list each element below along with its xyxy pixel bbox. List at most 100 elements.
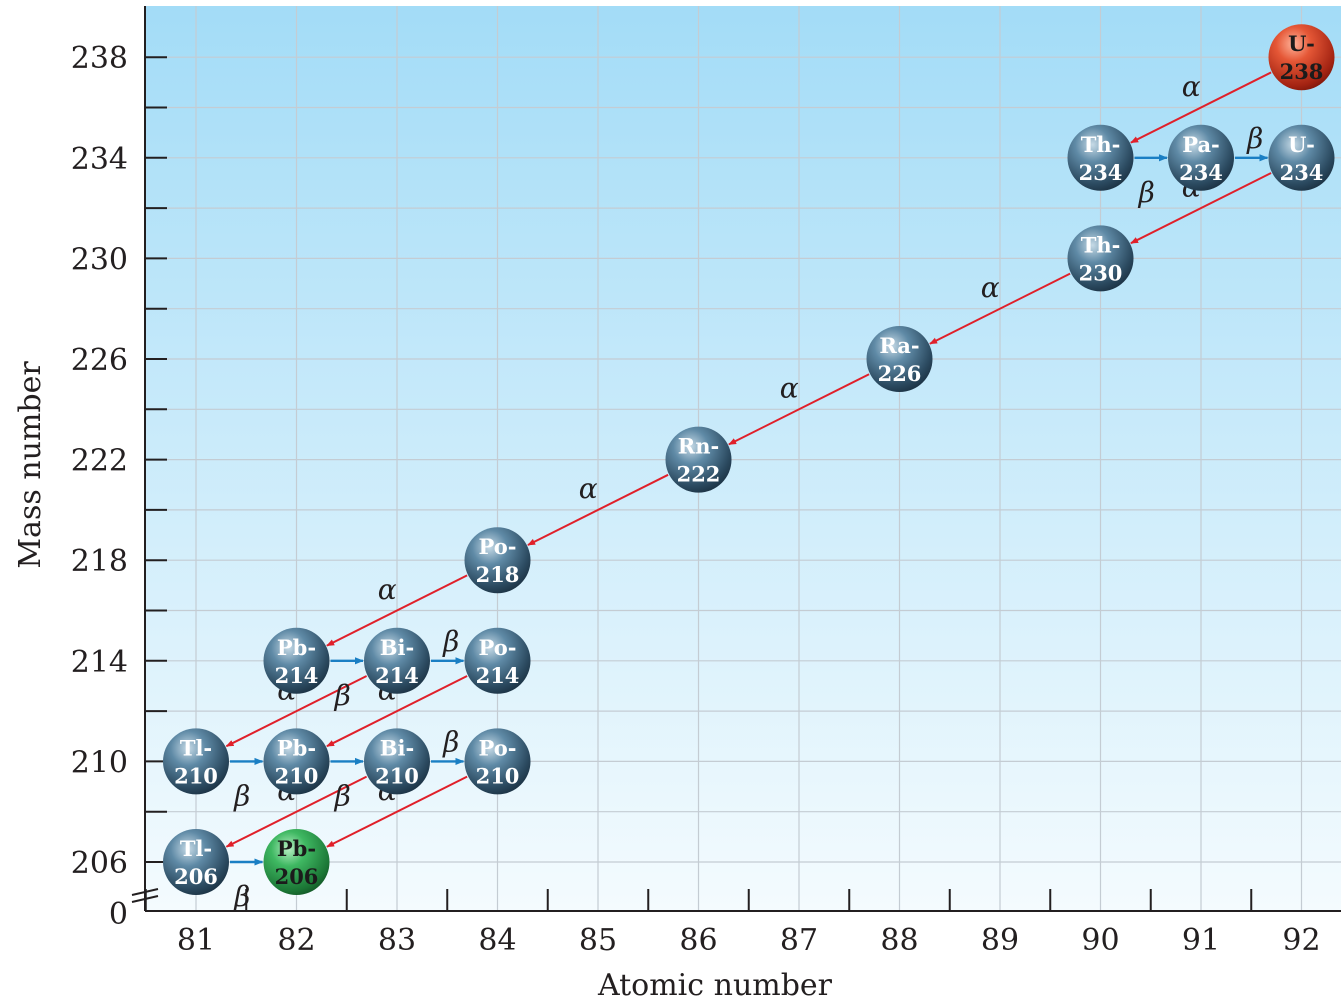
nuclide-symbol: Bi-	[380, 735, 414, 760]
decay-labels: αββαααααββααβββααβ	[233, 70, 1263, 913]
x-tick-label: 84	[478, 923, 516, 958]
nuclide-mass: 226	[878, 361, 922, 386]
alpha-label: α	[378, 573, 397, 606]
y-tick-label-zero: 0	[109, 897, 128, 932]
nuclide-mass: 214	[476, 663, 520, 688]
x-tick-label: 89	[981, 923, 1019, 958]
nuclide-sphere	[163, 728, 229, 795]
alpha-label: α	[579, 472, 598, 505]
nuclide-symbol: Pa-	[1182, 132, 1220, 157]
nuclide-symbol: U-	[1288, 132, 1315, 157]
nuclide-u238: U- 238	[1268, 24, 1335, 91]
nuclide-sphere	[1067, 124, 1134, 191]
nuclide-mass: 206	[174, 864, 218, 889]
alpha-label: α	[981, 271, 1000, 304]
nuclide-mass: 234	[1280, 160, 1324, 185]
y-tick-label: 206	[71, 846, 128, 881]
nuclide-th230: Th- 230	[1067, 225, 1134, 292]
alpha-label: α	[1182, 70, 1201, 103]
nuclide-th234: Th- 234	[1067, 124, 1134, 191]
nuclide-symbol: Po-	[479, 534, 517, 559]
x-tick-label: 81	[177, 923, 215, 958]
x-tick-labels: 81 82 83 84 85 86 87 88 89 90 91 92	[177, 923, 1321, 958]
alpha-decay-arrow	[225, 775, 368, 848]
x-tick-label: 92	[1282, 923, 1320, 958]
x-axis-title: Atomic number	[597, 968, 833, 1003]
alpha-decay-arrow	[326, 775, 468, 848]
nuclide-pa234: Pa- 234	[1168, 124, 1234, 191]
decay-arrows	[225, 71, 1272, 866]
nuclide-sphere	[866, 326, 933, 392]
nuclide-ra226: Ra- 226	[866, 326, 933, 392]
nuclide-symbol: Ra-	[879, 333, 919, 358]
nuclide-mass: 230	[1079, 260, 1123, 285]
x-tick-label: 91	[1182, 923, 1220, 958]
nuclide-sphere	[364, 627, 430, 694]
nuclide-sphere	[1168, 124, 1234, 191]
grid-lines	[145, 6, 1341, 911]
alpha-decay-arrow	[326, 675, 468, 748]
x-tick-label: 87	[780, 923, 818, 958]
nuclide-mass: 234	[1179, 160, 1223, 185]
x-tick-label: 85	[579, 923, 617, 958]
nuclide-symbol: Th-	[1081, 132, 1121, 157]
x-tick-label: 86	[679, 923, 717, 958]
nuclide-mass: 238	[1280, 59, 1324, 84]
nuclide-symbol: U-	[1288, 31, 1315, 56]
alpha-decay-arrow	[527, 473, 669, 546]
nuclide-tl206: Tl- 206	[163, 829, 229, 895]
x-tick-label: 82	[277, 923, 315, 958]
nuclide-symbol: Th-	[1081, 232, 1121, 257]
nuclide-mass: 210	[476, 763, 520, 788]
alpha-decay-arrow	[728, 373, 870, 446]
beta-label: β	[233, 880, 250, 913]
nuclide-sphere	[1268, 24, 1335, 91]
alpha-decay-arrow	[326, 574, 468, 647]
nuclide-tl210: Tl- 210	[163, 728, 229, 795]
y-tick-label: 226	[71, 343, 128, 378]
nuclide-bi210: Bi- 210	[364, 728, 430, 795]
y-tick-label: 218	[71, 544, 128, 579]
y-axis-title: Mass number	[13, 361, 48, 569]
nuclide-symbol: Bi-	[380, 635, 414, 660]
alpha-decay-arrow	[1130, 172, 1272, 245]
x-tick-label: 90	[1081, 923, 1119, 958]
nuclide-mass: 210	[174, 763, 218, 788]
nuclide-po218: Po- 218	[464, 527, 531, 594]
nuclide-sphere	[364, 728, 430, 795]
nuclide-sphere	[263, 728, 330, 795]
alpha-decay-arrow	[929, 272, 1071, 345]
nuclide-symbol: Tl-	[180, 735, 212, 760]
nuclide-mass: 210	[375, 763, 419, 788]
nuclide-symbol: Pb-	[277, 635, 316, 660]
beta-label: β	[1246, 122, 1263, 155]
nuclide-sphere	[665, 426, 732, 493]
nuclide-mass: 210	[275, 763, 319, 788]
y-tick-label: 238	[71, 41, 128, 76]
nuclide-mass: 234	[1079, 160, 1123, 185]
nuclide-mass: 218	[476, 562, 520, 587]
nuclide-sphere	[464, 627, 531, 694]
nuclide-po210: Po- 210	[464, 728, 531, 795]
beta-label: β	[334, 779, 351, 812]
nuclide-sphere	[263, 829, 330, 895]
x-tick-label: 88	[880, 923, 918, 958]
nuclides: U- 238 Th- 234 Pa- 234 U- 234 Th- 230 Ra- 226 Rn- 222…	[163, 24, 1335, 895]
nuclide-mass: 214	[375, 663, 419, 688]
y-tick-label: 222	[71, 444, 128, 479]
beta-label: β	[233, 779, 250, 812]
nuclide-sphere	[163, 829, 229, 895]
nuclide-sphere	[263, 627, 330, 694]
nuclide-sphere	[1268, 124, 1335, 191]
alpha-decay-arrow	[1130, 71, 1272, 144]
beta-label: β	[1138, 176, 1155, 209]
y-tick-label: 230	[71, 242, 128, 277]
nuclide-symbol: Tl-	[180, 836, 212, 861]
nuclide-mass: 214	[275, 663, 319, 688]
nuclide-mass: 222	[677, 462, 721, 487]
nuclide-sphere	[464, 728, 531, 795]
nuclide-po214: Po- 214	[464, 627, 531, 694]
nuclide-bi214: Bi- 214	[364, 627, 430, 694]
y-tick-label: 234	[71, 142, 128, 177]
